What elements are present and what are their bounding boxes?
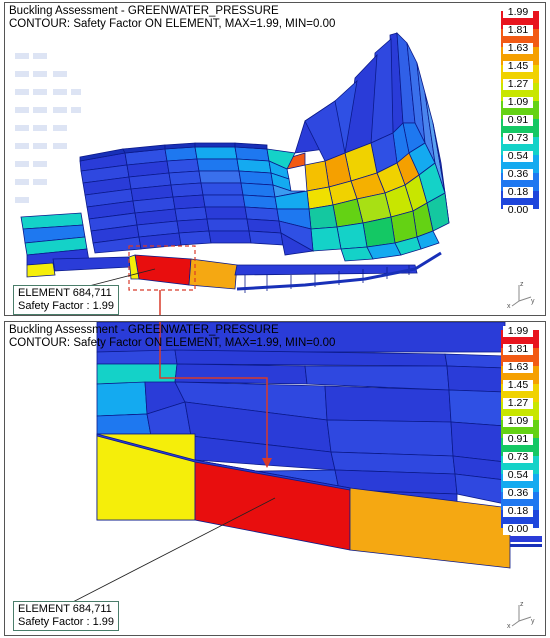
legend-label: 1.09 bbox=[503, 416, 533, 427]
bottom-viewport[interactable]: Buckling Assessment - GREENWATER_PRESSUR… bbox=[4, 321, 546, 636]
top-viewport[interactable]: Buckling Assessment - GREENWATER_PRESSUR… bbox=[4, 2, 546, 316]
zoom-arrow bbox=[159, 322, 272, 468]
upper-deck-panels bbox=[79, 142, 268, 162]
legend-label: 1.63 bbox=[503, 43, 533, 54]
legend-label: 0.54 bbox=[503, 470, 533, 481]
top-title-line2: CONTOUR: Safety Factor ON ELEMENT, MAX=1… bbox=[9, 17, 336, 30]
legend-label: 0.73 bbox=[503, 452, 533, 463]
bottom-title-line2: CONTOUR: Safety Factor ON ELEMENT, MAX=1… bbox=[9, 336, 336, 349]
legend-label: 1.99 bbox=[503, 326, 533, 337]
bottom-model-render[interactable] bbox=[5, 322, 546, 636]
top-callout-element-id: ELEMENT 684,711 bbox=[18, 287, 112, 299]
legend-label: 0.18 bbox=[503, 187, 533, 198]
lower-edge-structure bbox=[20, 212, 442, 293]
legend-label: 1.09 bbox=[503, 97, 533, 108]
bottom-callout-safety-factor: Safety Factor : 1.99 bbox=[18, 616, 114, 628]
bottom-element-callout: ELEMENT 684,711 Safety Factor : 1.99 bbox=[13, 601, 119, 631]
top-model-render[interactable] bbox=[5, 3, 546, 316]
top-axis-triad: z y x bbox=[507, 281, 535, 309]
legend-label: 1.81 bbox=[503, 25, 533, 36]
axis-x-label: x bbox=[507, 303, 511, 309]
axis-y-label: y bbox=[531, 618, 535, 625]
legend-label: 0.91 bbox=[503, 434, 533, 445]
legend-label: 0.73 bbox=[503, 133, 533, 144]
legend-label: 1.45 bbox=[503, 61, 533, 72]
legend-label: 0.36 bbox=[503, 169, 533, 180]
legend-label: 1.63 bbox=[503, 362, 533, 373]
bottom-contour-legend: 1.99 1.81 1.63 1.45 1.27 1.09 0.91 0.73 … bbox=[501, 326, 541, 536]
faded-frame-left bbox=[15, 53, 81, 203]
deck-panels bbox=[79, 146, 315, 256]
zoom-indicator bbox=[128, 245, 196, 315]
legend-label: 0.00 bbox=[503, 524, 533, 535]
bottom-callout-element-id: ELEMENT 684,711 bbox=[18, 603, 112, 615]
legend-label: 0.91 bbox=[503, 115, 533, 126]
legend-label: 1.99 bbox=[503, 7, 533, 18]
legend-label: 0.54 bbox=[503, 151, 533, 162]
legend-label: 1.27 bbox=[503, 398, 533, 409]
legend-label: 1.45 bbox=[503, 380, 533, 391]
top-title-line1: Buckling Assessment - GREENWATER_PRESSUR… bbox=[9, 5, 279, 17]
top-title: Buckling Assessment - GREENWATER_PRESSUR… bbox=[9, 5, 335, 30]
axis-z-label: z bbox=[520, 281, 524, 288]
bottom-title-line1: Buckling Assessment - GREENWATER_PRESSUR… bbox=[9, 324, 279, 336]
axis-x-label: x bbox=[507, 623, 511, 629]
bottom-title: Buckling Assessment - GREENWATER_PRESSUR… bbox=[9, 324, 335, 349]
legend-label: 0.36 bbox=[503, 488, 533, 499]
legend-label: 1.27 bbox=[503, 79, 533, 90]
legend-label: 0.18 bbox=[503, 506, 533, 517]
legend-label: 0.00 bbox=[503, 205, 533, 216]
top-contour-legend: 1.99 1.81 1.63 1.45 1.27 1.09 0.91 0.73 … bbox=[501, 7, 541, 217]
axis-z-label: z bbox=[520, 601, 524, 608]
bottom-axis-triad: z y x bbox=[507, 601, 535, 629]
top-callout-safety-factor: Safety Factor : 1.99 bbox=[18, 300, 114, 312]
edge-stub bbox=[510, 536, 542, 547]
zoomed-lower-row bbox=[96, 433, 511, 569]
axis-y-label: y bbox=[531, 298, 535, 305]
legend-label: 1.81 bbox=[503, 344, 533, 355]
funnel-structure bbox=[284, 31, 450, 252]
top-element-callout: ELEMENT 684,711 Safety Factor : 1.99 bbox=[13, 285, 119, 315]
